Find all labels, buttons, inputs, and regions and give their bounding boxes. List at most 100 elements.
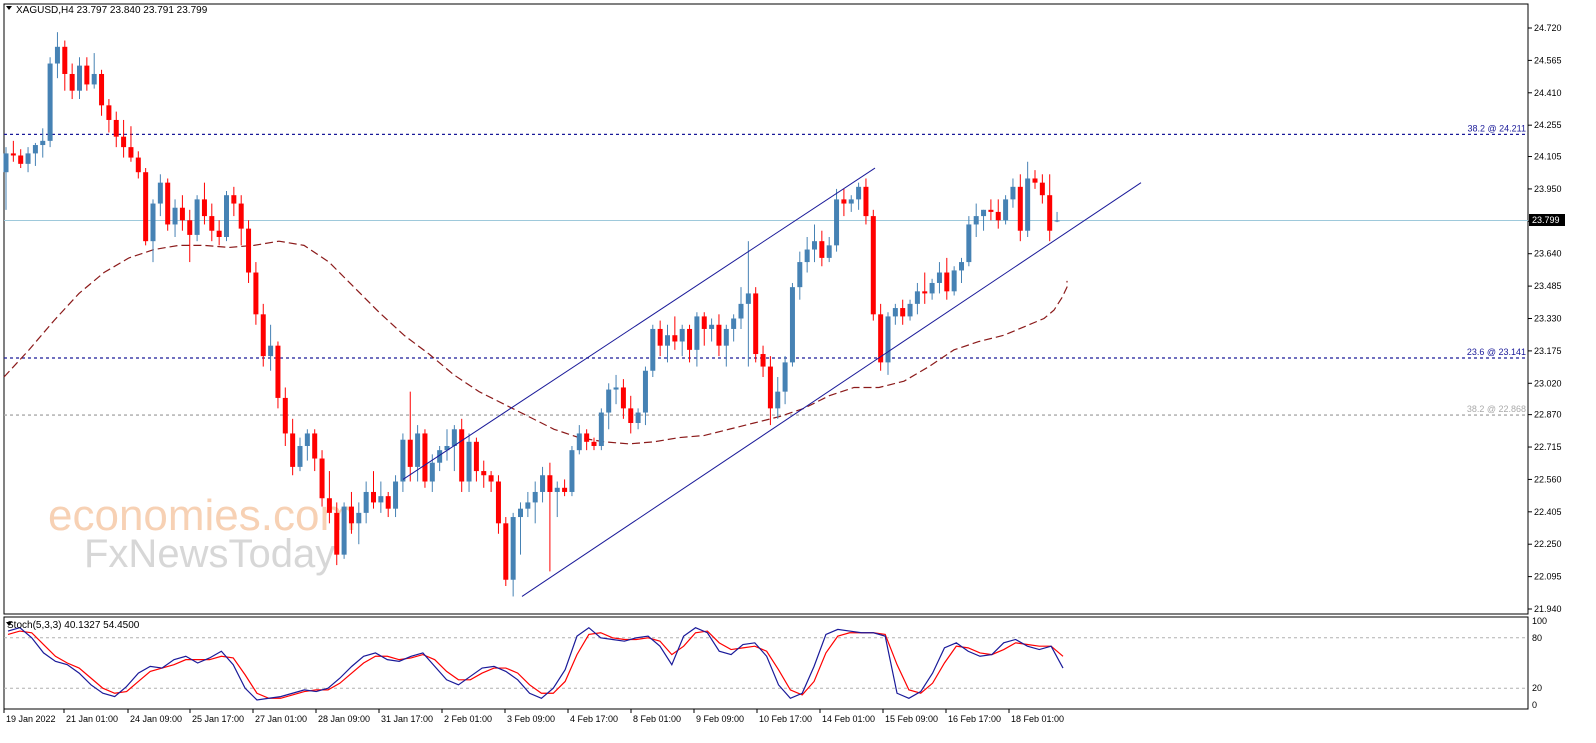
fib-level-label: 38.2 @ 24.211 <box>1467 123 1526 133</box>
ma-line <box>3 240 1068 445</box>
candle <box>525 491 531 518</box>
candle <box>326 471 332 524</box>
candle <box>554 481 560 518</box>
candle <box>143 168 149 246</box>
candle <box>62 40 68 91</box>
candle <box>856 182 862 210</box>
time-tick-label: 8 Feb 01:00 <box>633 714 681 724</box>
price-tick-label: 22.715 <box>1534 442 1562 452</box>
candle <box>804 236 810 273</box>
candle <box>642 366 648 426</box>
candle <box>672 316 678 350</box>
candle <box>1047 174 1053 242</box>
candle <box>201 182 207 225</box>
candle <box>312 429 318 472</box>
price-tick-label: 22.870 <box>1534 410 1562 420</box>
candle <box>532 481 538 524</box>
candle <box>356 502 362 545</box>
price-tick-label: 23.020 <box>1534 378 1562 388</box>
candle <box>657 320 663 357</box>
candle <box>238 195 244 246</box>
candle <box>1032 170 1038 189</box>
candle <box>665 324 670 363</box>
candle <box>334 502 340 566</box>
stoch-tick-label: 80 <box>1532 633 1542 643</box>
time-tick-label: 18 Feb 01:00 <box>1011 714 1064 724</box>
candle <box>69 63 75 100</box>
candle <box>936 262 942 294</box>
candle <box>797 251 803 300</box>
candle <box>290 418 296 476</box>
price-axis[interactable]: 24.720 24.565 24.410 24.255 24.105 23.950 23.7… <box>1528 23 1562 614</box>
stoch-panel-frame <box>3 616 1529 710</box>
time-tick-label: 9 Feb 09:00 <box>696 714 744 724</box>
candle <box>892 303 898 325</box>
candle <box>407 391 413 482</box>
candle <box>973 203 979 237</box>
candle <box>393 475 399 518</box>
candle <box>481 460 487 488</box>
price-tick-label: 23.485 <box>1534 281 1562 291</box>
candle <box>437 445 443 472</box>
candle <box>907 299 913 321</box>
candle <box>959 257 964 283</box>
candle <box>194 195 200 242</box>
candle <box>591 437 597 451</box>
dropdown-triangle-icon[interactable] <box>6 6 12 10</box>
price-tick-label: 23.330 <box>1534 314 1562 324</box>
time-tick-label: 15 Feb 09:00 <box>885 714 938 724</box>
candle <box>473 437 479 482</box>
candle <box>598 408 604 451</box>
candle <box>981 209 987 231</box>
candle <box>951 266 957 296</box>
candle <box>172 199 178 237</box>
candle <box>863 178 869 225</box>
candle <box>3 147 9 210</box>
candle <box>635 408 641 430</box>
candle <box>900 299 906 325</box>
candle <box>77 57 82 100</box>
candle <box>812 224 817 263</box>
candle <box>224 191 229 242</box>
time-axis[interactable]: 19 Jan 2022 21 Jan 01:00 24 Jan 09:00 25 Ja… <box>3 709 1064 724</box>
candle <box>723 324 729 367</box>
candle <box>40 128 46 158</box>
watermark-fxnewstoday: FxNewsToday <box>84 532 335 576</box>
time-tick-label: 25 Jan 17:00 <box>192 714 244 724</box>
candle <box>385 491 391 518</box>
current-price-tag: 23.799 <box>1529 214 1565 226</box>
candle <box>716 314 722 357</box>
candle <box>47 57 53 148</box>
time-tick-label: 4 Feb 17:00 <box>570 714 618 724</box>
fib-level-label: 38.2 @ 22.868 <box>1467 404 1526 414</box>
stoch-header: Stoch(5,3,3) 40.1327 54.4500 <box>7 620 140 631</box>
moving-average <box>3 240 1068 445</box>
stoch-dropdown-icon[interactable] <box>6 622 12 626</box>
candle <box>606 383 612 430</box>
time-tick-label: 31 Jan 17:00 <box>381 714 433 724</box>
candle <box>870 209 876 321</box>
candle <box>363 481 369 524</box>
watermark-economies: economies.com <box>48 491 356 540</box>
time-tick-label: 3 Feb 09:00 <box>507 714 555 724</box>
fib-levels: 38.2 @ 24.211 23.6 @ 23.141 38.2 @ 22.868 <box>4 123 1528 416</box>
candle <box>569 445 575 497</box>
candle <box>731 314 737 342</box>
candle <box>54 32 60 79</box>
candle <box>988 199 994 221</box>
candle <box>304 429 310 461</box>
candle <box>841 188 847 217</box>
price-tick-label: 22.560 <box>1534 474 1562 484</box>
candle <box>84 57 90 91</box>
candle <box>297 437 303 472</box>
candle <box>834 188 840 252</box>
trend-channel[interactable] <box>402 167 1142 597</box>
candle <box>209 203 215 242</box>
candle <box>157 174 163 217</box>
candle <box>415 425 421 482</box>
candle <box>826 236 832 263</box>
candle <box>562 479 568 497</box>
candle <box>628 395 634 434</box>
candle <box>282 387 288 446</box>
